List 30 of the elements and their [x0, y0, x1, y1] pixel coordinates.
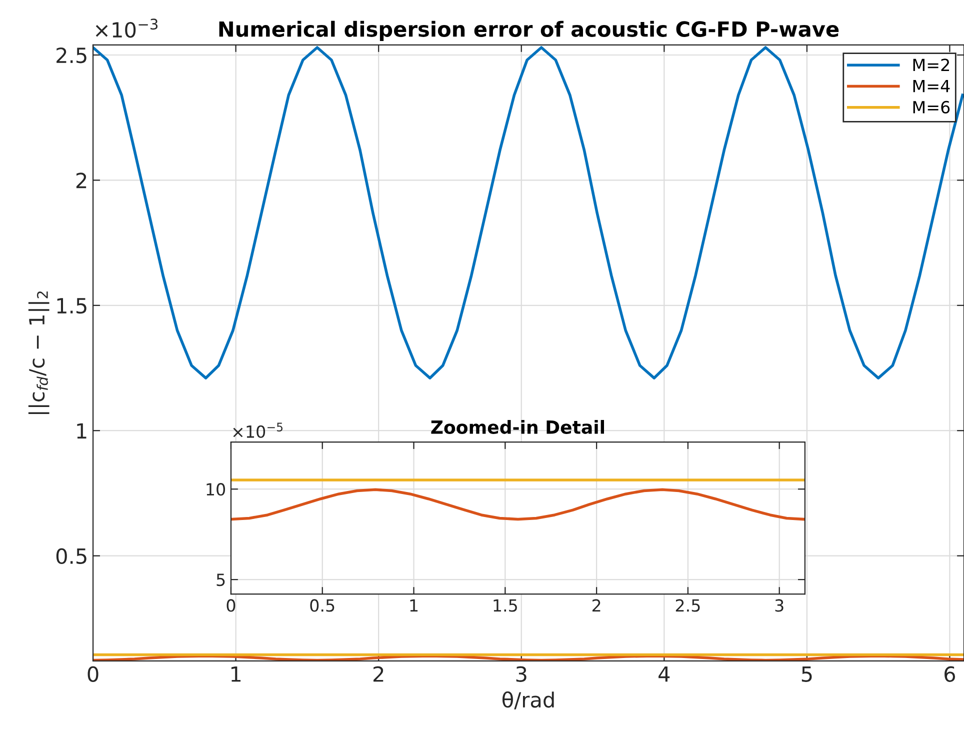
x-axis-title: θ/rad [502, 691, 554, 710]
x-tick-label: 6 [944, 666, 956, 682]
y-tick-label: 2 [76, 172, 86, 188]
x-tick-label: 1 [231, 666, 241, 682]
x-tick-label: 2 [592, 599, 600, 612]
y-tick-label: 10 [206, 483, 226, 496]
line-series [230, 488, 805, 521]
y-tick-label: 1 [77, 423, 86, 439]
y-tick-label: 2.5 [56, 47, 86, 64]
x-tick-label: 1.5 [494, 599, 517, 612]
x-tick-label: 3 [516, 666, 526, 682]
x-tick-label: 5 [802, 666, 812, 682]
legend-label: M=4 [913, 80, 950, 92]
x-tick-label: 1 [410, 599, 418, 612]
legend-label: M=2 [913, 58, 949, 71]
x-tick-label: 2 [373, 666, 384, 682]
x-tick-label: 0 [226, 599, 236, 612]
x-tick-label: 0.5 [310, 599, 334, 612]
chart-title: Numerical dispersion error of acoustic CG-FD P-wave [219, 20, 839, 41]
y-tick-label: 0.5 [56, 548, 86, 564]
legend-label: M=6 [913, 100, 950, 114]
text: ×10$^{−3}$ [96, 18, 158, 38]
chart-title: Zoomed-in Detail [431, 420, 604, 434]
x-tick-label: 0 [88, 666, 98, 682]
x-tick-label: 3 [775, 599, 784, 612]
annotation: ×10$^{−5}$ [233, 422, 282, 438]
x-tick-label: 2.5 [676, 599, 700, 612]
x-tick-label: 4 [658, 666, 670, 682]
y-tick-label: 1.5 [57, 298, 86, 314]
y-axis-title: ||c$_{fd}$/c − 1||$_{2}$ [28, 291, 50, 414]
